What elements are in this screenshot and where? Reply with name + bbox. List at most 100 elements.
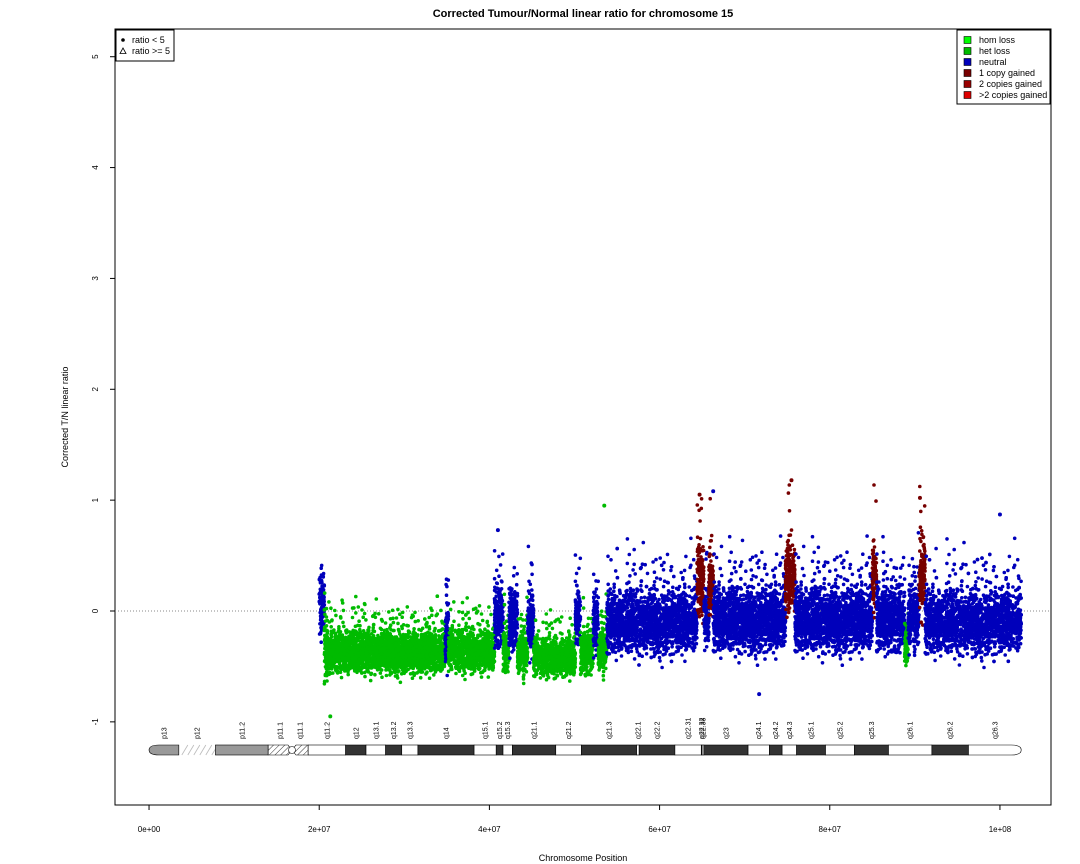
data-point — [362, 611, 367, 616]
data-point — [319, 566, 324, 570]
data-point — [490, 652, 494, 657]
data-point — [501, 632, 505, 637]
data-point — [382, 643, 387, 647]
data-point — [503, 670, 508, 675]
data-point — [479, 663, 484, 667]
data-point — [375, 661, 379, 666]
data-point — [475, 609, 480, 614]
data-point — [508, 656, 512, 660]
data-point — [492, 576, 497, 581]
data-point — [428, 632, 433, 637]
data-point — [480, 618, 485, 623]
segment-points-het-loss — [327, 594, 447, 685]
data-point — [384, 673, 389, 678]
data-point — [463, 677, 467, 682]
data-point — [375, 643, 379, 647]
data-point — [374, 651, 379, 655]
data-point — [454, 671, 458, 676]
data-point — [398, 652, 403, 657]
data-point — [528, 661, 532, 665]
data-point — [498, 608, 503, 612]
data-point — [353, 640, 357, 644]
data-point — [323, 619, 328, 623]
data-point — [512, 642, 516, 646]
data-point — [317, 592, 322, 596]
data-point — [526, 607, 531, 612]
data-point — [467, 639, 472, 644]
data-point — [396, 621, 400, 626]
data-point — [369, 671, 374, 676]
data-point — [544, 621, 549, 625]
data-point — [445, 673, 450, 678]
data-point — [410, 676, 415, 680]
data-point — [464, 644, 469, 648]
data-point — [492, 549, 497, 553]
data-point — [329, 664, 334, 669]
data-point — [389, 640, 393, 644]
data-point — [493, 609, 498, 613]
data-point — [509, 587, 513, 591]
data-point — [395, 676, 400, 680]
data-point — [453, 655, 457, 659]
data-point — [511, 648, 516, 652]
data-point — [374, 597, 379, 601]
data-point — [412, 627, 416, 631]
data-point — [517, 654, 521, 658]
data-point — [510, 625, 514, 629]
data-point — [362, 601, 367, 606]
data-point — [418, 645, 423, 650]
data-point — [324, 653, 329, 658]
data-point — [458, 652, 462, 656]
data-point — [488, 640, 493, 644]
data-point — [492, 618, 497, 622]
data-point — [468, 630, 473, 634]
data-point — [496, 646, 501, 650]
data-point — [513, 613, 518, 617]
data-point — [396, 607, 400, 612]
data-point — [356, 638, 360, 642]
data-point — [518, 663, 522, 667]
data-point — [445, 603, 450, 607]
data-point — [460, 673, 465, 678]
data-point — [400, 615, 405, 619]
data-point — [461, 665, 466, 669]
data-point — [339, 675, 344, 680]
data-point — [375, 646, 379, 651]
data-point — [505, 667, 509, 671]
data-point — [518, 616, 523, 621]
data-point — [385, 627, 389, 632]
data-point — [419, 658, 424, 662]
data-point — [364, 642, 368, 647]
data-point — [519, 647, 523, 652]
data-point — [530, 572, 534, 577]
data-point — [321, 599, 326, 603]
data-point — [496, 612, 501, 616]
data-point — [509, 619, 513, 624]
data-point — [485, 620, 490, 625]
data-point — [527, 579, 531, 584]
data-point — [344, 628, 348, 633]
segment-points-het-loss — [446, 596, 497, 682]
data-point — [348, 635, 352, 640]
data-point — [514, 607, 519, 611]
data-point — [452, 619, 456, 624]
data-point — [415, 653, 419, 658]
data-point — [464, 621, 469, 626]
data-point — [449, 649, 453, 654]
data-point — [410, 659, 415, 664]
data-point — [462, 668, 466, 673]
data-point — [427, 676, 432, 680]
data-point — [464, 612, 468, 617]
data-point — [333, 664, 338, 669]
data-point — [329, 625, 334, 629]
data-point — [319, 617, 324, 622]
data-point — [501, 651, 506, 656]
data-point — [440, 645, 445, 649]
data-point — [361, 647, 365, 652]
data-point — [423, 637, 427, 642]
data-point — [446, 578, 451, 582]
data-point — [328, 638, 332, 643]
data-point — [379, 658, 384, 662]
data-point — [511, 574, 516, 578]
data-point — [448, 607, 453, 612]
